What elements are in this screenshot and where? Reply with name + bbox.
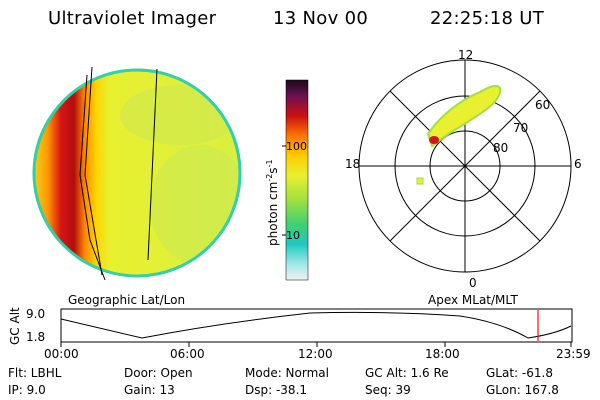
info-gain: Gain: 13: [124, 383, 175, 397]
strip-y-bottom: 1.8: [26, 330, 46, 344]
polar-label-top: 12: [458, 48, 474, 62]
grid-line-3: [147, 68, 158, 261]
strip-x-tick-2: 12:00: [298, 347, 333, 361]
info-ip: IP: 9.0: [8, 383, 46, 397]
info-seq: Seq: 39: [365, 383, 411, 397]
polar-label-bottom: 0: [469, 276, 477, 290]
strip-x-tick-4: 23:59: [556, 347, 591, 361]
polar-label-left: 18: [345, 157, 361, 171]
altitude-strip: [60, 308, 573, 347]
info-door: Door: Open: [124, 366, 193, 380]
polar-lat-60: 60: [535, 98, 551, 112]
info-mode: Mode: Normal: [245, 366, 329, 380]
aurora-oval: [426, 85, 502, 148]
color-bar: [282, 79, 309, 281]
polar-plot: [358, 59, 572, 273]
polar-lat-70: 70: [513, 121, 529, 135]
grid-line-2: [84, 66, 103, 276]
info-glat: GLat: -61.8: [486, 366, 553, 380]
colorbar-tick-100: 100: [286, 140, 307, 153]
time-label: 22:25:18 UT: [430, 8, 545, 29]
info-gcalt: GC Alt: 1.6 Re: [365, 366, 449, 380]
strip-right-caption: Apex MLat/MLT: [428, 293, 518, 307]
strip-axis-title: GC Alt: [8, 307, 22, 345]
strip-y-top: 9.0: [26, 307, 46, 321]
earth-image: [32, 66, 242, 281]
polar-lat-80: 80: [493, 141, 509, 155]
colorbar-unit: photon cm-2s-1: [265, 159, 280, 246]
aurora-peak: [429, 136, 439, 144]
strip-x-tick-1: 06:00: [170, 347, 205, 361]
disk-limb: [32, 68, 242, 278]
polar-label-right: 6: [574, 157, 582, 171]
aurora-spot: [416, 177, 424, 185]
info-flt: Flt: LBHL: [8, 366, 62, 380]
info-glon: GLon: 167.8: [486, 383, 559, 397]
strip-x-tick-3: 18:00: [425, 347, 460, 361]
info-dsp: Dsp: -38.1: [245, 383, 308, 397]
date-label: 13 Nov 00: [273, 8, 369, 29]
instrument-title: Ultraviolet Imager: [48, 8, 217, 29]
colorbar-tick-10: 10: [286, 229, 300, 242]
strip-x-tick-0: 00:00: [44, 347, 79, 361]
grid-line-1: [79, 74, 106, 281]
strip-left-caption: Geographic Lat/Lon: [68, 293, 186, 307]
altitude-curve: [60, 311, 572, 339]
